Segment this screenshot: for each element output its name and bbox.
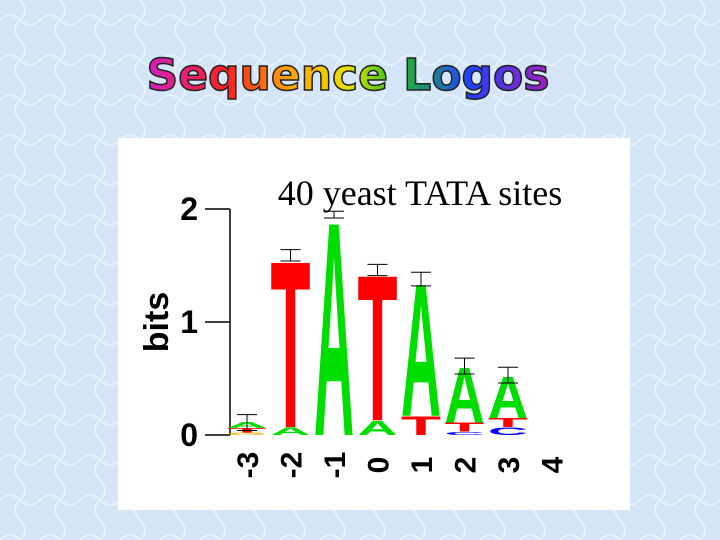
logo-letter: A: [358, 417, 398, 440]
y-axis-label: bits: [138, 292, 176, 352]
x-tick-label: -1: [319, 452, 352, 479]
error-bar: [367, 263, 388, 277]
error-bar: [498, 366, 518, 384]
x-tick-label: 1: [406, 457, 439, 474]
chart-panel: [118, 138, 630, 510]
x-tick-label: -2: [276, 452, 309, 479]
x-tick-label: -3: [232, 452, 265, 479]
logo-letter: G: [227, 432, 267, 436]
x-tick-label: 3: [493, 457, 526, 474]
error-bar: [454, 357, 475, 375]
slide-title: Sequence Logos: [147, 50, 550, 101]
error-bar: [280, 249, 301, 262]
logo-letter: C: [488, 425, 528, 437]
y-tick-label: 1: [180, 304, 198, 340]
x-tick-label: 0: [363, 457, 396, 474]
error-bar: [411, 271, 431, 287]
logo-letter: T: [401, 411, 442, 441]
logo-letter: T: [488, 416, 528, 430]
logo-letter: T: [445, 420, 485, 434]
error-bar: [237, 414, 257, 431]
y-tick-label: 0: [180, 417, 198, 453]
logo-letter: C: [445, 431, 485, 436]
logo-letter: A: [271, 425, 311, 437]
x-tick-label: 2: [450, 457, 483, 474]
error-bar: [324, 210, 344, 219]
y-tick-label: 2: [180, 191, 198, 227]
x-tick-label: 4: [537, 456, 570, 473]
logo-letter: A: [314, 158, 354, 501]
chart-title: 40 yeast TATA sites: [278, 173, 563, 213]
